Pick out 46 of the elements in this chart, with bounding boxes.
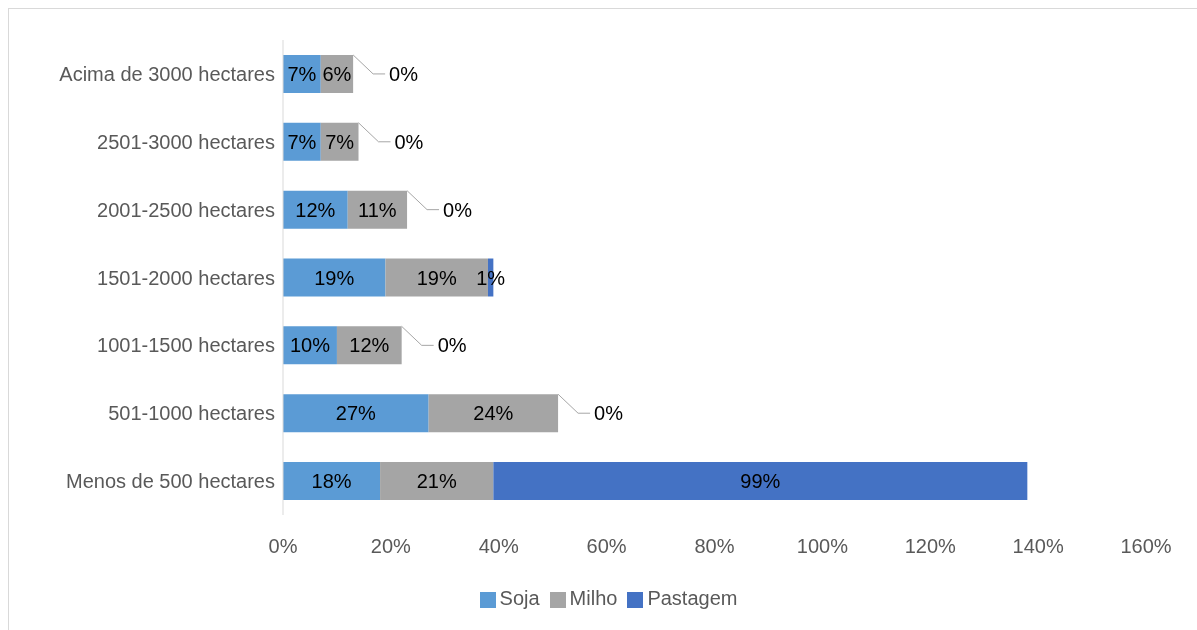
data-label: 21% [416,470,457,493]
x-tick-label: 40% [478,535,519,558]
data-label: 0% [443,198,473,221]
y-tick-label: Menos de 500 hectares [65,470,275,493]
data-label: 7% [325,130,355,153]
bar [493,462,1028,501]
y-tick-label: 2001-2500 hectares [97,198,275,221]
data-label: 12% [295,198,336,221]
data-label: 18% [311,470,352,493]
x-tick-label: 20% [370,535,412,558]
data-label: 11% [358,198,397,221]
legend-label: Soja [499,587,540,609]
data-label: 7% [287,130,317,153]
x-tick-label: 140% [1012,535,1064,558]
bar [428,394,559,433]
data-label: 27% [335,402,377,425]
y-tick-label: 1501-2000 hectares [97,266,275,289]
legend-label: Pastagem [647,587,738,609]
data-label: 1% [476,266,506,289]
data-label: 6% [322,62,352,85]
data-label: 10% [289,334,331,357]
bar [283,258,386,297]
x-tick-label: 80% [694,535,735,558]
data-label: 99% [740,470,781,493]
bar [380,462,494,501]
data-label: 0% [394,130,424,153]
x-tick-label: 0% [268,535,298,558]
x-tick-label: 160% [1120,535,1172,558]
y-tick-label: 2501-3000 hectares [97,130,275,153]
data-label: 7% [287,62,317,85]
data-label: 0% [389,62,419,85]
legend-label: Milho [569,587,618,609]
data-label: 24% [473,402,514,425]
x-tick-label: 100% [796,535,849,558]
bar [283,394,429,433]
x-tick-label: 60% [586,535,627,558]
data-label: 19% [314,266,355,289]
data-label: 0% [437,334,467,357]
y-tick-label: 1001-1500 hectares [97,334,275,357]
data-label: 0% [594,402,624,425]
data-label: 12% [349,334,390,357]
data-label: 19% [416,266,457,289]
y-tick-label: Acima de 3000 hectares [59,63,275,86]
x-tick-label: 120% [904,535,957,558]
bar [283,462,381,501]
y-tick-label: 501-1000 hectares [108,402,275,425]
